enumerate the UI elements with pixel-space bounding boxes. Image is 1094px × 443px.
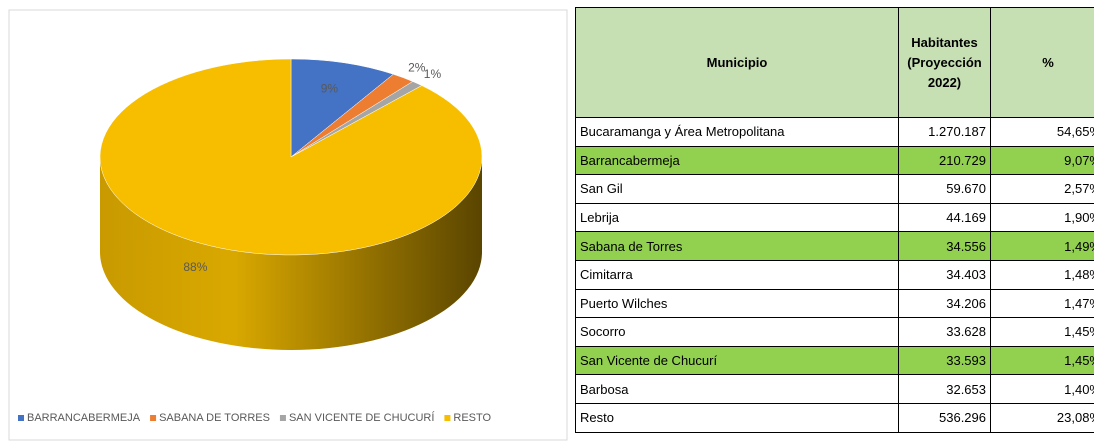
legend-label: SAN VICENTE DE CHUCURÍ: [289, 411, 435, 424]
table-cell: 34.556: [898, 231, 991, 261]
legend-label: RESTO: [453, 412, 491, 424]
table-cell: 34.206: [898, 288, 991, 319]
table-cell: 23,08%: [990, 402, 1094, 433]
pie-chart: 9% 2%1% 88% BARRANCABERMEJA SABANA DE TORRES…: [8, 9, 568, 441]
table-cell: 1.270.187: [898, 117, 991, 147]
table-cell: 33.593: [898, 345, 991, 376]
table-cell: 33.628: [898, 317, 991, 347]
table-cell: 536.296: [898, 402, 991, 433]
table-cell: 1,45%: [990, 345, 1094, 376]
legend-swatch: [279, 415, 286, 421]
table-cell: 44.169: [898, 202, 991, 233]
table-cell: 1,45%: [990, 317, 1094, 347]
table-row: Bucaramanga y Área Metropolitana 1.270.18…: [575, 117, 1094, 147]
header-cell: Municipio: [575, 7, 899, 118]
table-container: Municipio Habitantes (Proyección 2022)% Bu…: [575, 7, 1094, 443]
table-cell: 1,49%: [990, 231, 1094, 261]
table-cell: Lebrija: [575, 202, 899, 233]
legend: BARRANCABERMEJA SABANA DE TORRES SAN VICEN…: [18, 411, 492, 424]
table-cell: Bucaramanga y Área Metropolitana: [575, 117, 899, 147]
table-cell: 32.653: [898, 374, 991, 404]
data-label: 88%: [183, 260, 207, 274]
table-cell: 210.729: [898, 145, 991, 176]
header-row: Municipio Habitantes (Proyección 2022)%: [575, 7, 1094, 118]
header-cell: Habitantes (Proyección 2022): [898, 7, 991, 118]
table-cell: 1,47%: [990, 288, 1094, 319]
pie-slice: [290, 58, 394, 158]
table-cell: Resto: [575, 402, 899, 433]
table-cell: Socorro: [575, 317, 899, 347]
table-cell: 9,07%: [990, 145, 1094, 176]
legend-swatch: [18, 415, 24, 421]
legend-label: BARRANCABERMEJA: [27, 412, 141, 424]
legend-swatch: [444, 415, 451, 421]
table-cell: 34.403: [898, 259, 991, 290]
pie-slice: [99, 58, 483, 256]
table-cell: Puerto Wilches: [575, 288, 899, 319]
legend-swatch: [150, 415, 157, 421]
table-cell: 54,65%: [990, 117, 1094, 147]
table-cell: 1,40%: [990, 374, 1094, 404]
table-cell: Barbosa: [575, 374, 899, 404]
table-cell: Barrancabermeja: [575, 145, 899, 176]
table-cell: 1,48%: [990, 259, 1094, 290]
table-cell: San Vicente de Chucurí: [575, 345, 899, 376]
table-cell: Sabana de Torres: [575, 231, 899, 261]
table-cell: 59.670: [898, 174, 991, 204]
pie-depth: [100, 157, 482, 350]
table-cell: Cimitarra: [575, 259, 899, 290]
data-label: 9%: [321, 81, 339, 95]
table-cell: 1,90%: [990, 202, 1094, 233]
legend-label: SABANA DE TORRES: [159, 412, 270, 424]
table-cell: San Gil: [575, 174, 899, 204]
header-cell: %: [990, 7, 1094, 118]
data-label: 2%: [408, 60, 426, 74]
data-label: 1%: [424, 67, 442, 81]
population-table: Municipio Habitantes (Proyección 2022)% Bu…: [575, 7, 1094, 433]
table-cell: 2,57%: [990, 174, 1094, 204]
